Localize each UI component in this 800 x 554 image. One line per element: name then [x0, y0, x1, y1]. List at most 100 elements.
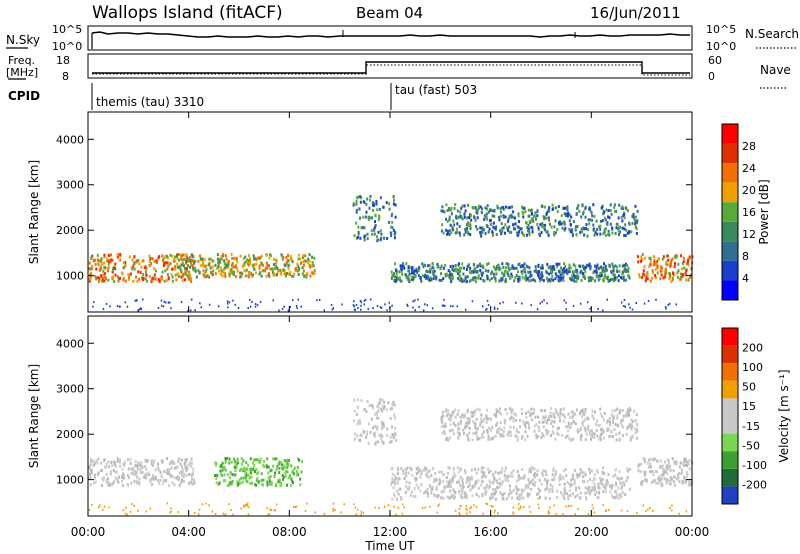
range-gate-cell — [393, 413, 396, 417]
range-gate-cell — [581, 203, 584, 207]
range-gate-cell — [389, 435, 392, 439]
range-gate-cell — [636, 221, 639, 225]
range-gate-cell — [682, 463, 685, 467]
range-gate-cell — [466, 433, 469, 437]
range-gate-cell — [517, 280, 520, 284]
range-gate-cell — [559, 411, 562, 415]
range-gate-cell — [242, 458, 245, 462]
range-gate-cell — [139, 461, 142, 465]
range-gate-cell — [652, 458, 655, 462]
range-gate-cell — [471, 484, 474, 488]
power-colorbar-label: Power [dB] — [757, 179, 771, 244]
range-gate-cell — [123, 266, 126, 270]
range-gate-cell — [132, 472, 135, 476]
range-gate-cell — [438, 477, 441, 481]
scatter-point — [332, 307, 335, 310]
range-gate-cell — [111, 268, 114, 272]
range-gate-cell — [429, 276, 432, 280]
range-gate-cell — [541, 264, 544, 268]
range-gate-cell — [282, 477, 285, 481]
range-gate-cell — [522, 269, 525, 273]
range-gate-cell — [459, 233, 462, 237]
range-gate-cell — [253, 263, 256, 267]
range-gate-cell — [295, 267, 298, 271]
range-gate-cell — [391, 226, 394, 230]
range-gate-cell — [433, 493, 436, 497]
date-title: 16/Jun/2011 — [590, 4, 681, 22]
range-gate-cell — [392, 400, 395, 404]
scatter-point — [274, 509, 277, 512]
range-gate-cell — [596, 227, 599, 231]
range-gate-cell — [665, 465, 668, 469]
range-gate-cell — [550, 277, 553, 281]
range-gate-cell — [273, 474, 276, 478]
range-gate-cell — [683, 266, 686, 270]
range-gate-cell — [118, 460, 121, 464]
range-gate-cell — [619, 495, 622, 499]
range-gate-cell — [526, 421, 529, 425]
scatter-point — [586, 301, 589, 304]
range-gate-cell — [514, 434, 517, 438]
range-gate-cell — [224, 468, 227, 472]
range-gate-cell — [231, 473, 234, 477]
range-gate-cell — [224, 479, 227, 483]
range-gate-cell — [166, 468, 169, 472]
range-gate-cell — [102, 478, 105, 482]
range-gate-cell — [574, 481, 577, 485]
range-gate-cell — [313, 269, 316, 273]
range-gate-cell — [574, 422, 577, 426]
range-gate-cell — [686, 260, 689, 264]
range-gate-cell — [465, 268, 468, 272]
range-gate-cell — [468, 477, 471, 481]
range-gate-cell — [584, 407, 587, 411]
range-gate-cell — [457, 409, 460, 413]
range-gate-cell — [588, 262, 591, 266]
range-gate-cell — [614, 489, 617, 493]
range-gate-cell — [247, 473, 250, 477]
range-gate-cell — [520, 436, 523, 440]
scatter-point — [456, 305, 459, 308]
range-gate-cell — [391, 497, 394, 501]
range-gate-cell — [154, 269, 157, 273]
colorbar-swatch — [722, 143, 738, 164]
range-gate-cell — [363, 430, 366, 434]
range-gate-cell — [510, 411, 513, 415]
range-gate-cell — [589, 433, 592, 437]
range-gate-cell — [187, 463, 190, 467]
scatter-point — [254, 305, 257, 308]
range-gate-cell — [272, 464, 275, 468]
range-gate-cell — [183, 462, 186, 466]
range-gate-cell — [286, 260, 289, 264]
range-gate-cell — [217, 258, 220, 262]
range-gate-cell — [149, 257, 152, 261]
range-gate-cell — [479, 230, 482, 234]
range-gate-cell — [575, 274, 578, 278]
range-gate-cell — [180, 481, 183, 485]
range-gate-cell — [626, 264, 629, 268]
scatter-point — [460, 505, 462, 508]
range-gate-cell — [298, 267, 301, 271]
range-gate-cell — [432, 480, 435, 484]
range-gate-cell — [591, 486, 594, 490]
range-gate-cell — [450, 230, 453, 234]
range-gate-cell — [250, 481, 253, 485]
range-gate-cell — [568, 270, 571, 274]
range-gate-cell — [685, 474, 688, 478]
range-gate-cell — [469, 233, 472, 237]
range-gate-cell — [474, 206, 477, 210]
range-gate-cell — [616, 270, 619, 274]
scatter-point — [635, 302, 637, 305]
range-gate-cell — [355, 221, 358, 225]
range-gate-cell — [311, 263, 314, 267]
range-gate-cell — [484, 206, 487, 210]
scatter-point — [269, 508, 271, 511]
range-gate-cell — [626, 476, 629, 480]
range-gate-cell — [534, 475, 537, 479]
range-gate-cell — [507, 266, 510, 270]
range-gate-cell — [526, 277, 529, 281]
range-gate-cell — [253, 464, 256, 468]
range-gate-cell — [649, 457, 652, 461]
scatter-point — [91, 504, 93, 507]
scatter-point — [363, 299, 366, 302]
